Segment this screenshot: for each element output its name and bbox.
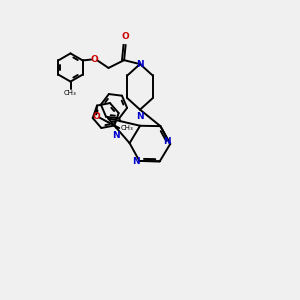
Text: O: O bbox=[93, 112, 100, 121]
Text: CH₃: CH₃ bbox=[64, 90, 77, 96]
Text: N: N bbox=[164, 137, 171, 146]
Text: N: N bbox=[136, 112, 144, 121]
Text: O: O bbox=[90, 55, 98, 64]
Text: N: N bbox=[136, 59, 144, 69]
Text: N: N bbox=[112, 131, 120, 140]
Text: CH₃: CH₃ bbox=[121, 125, 134, 131]
Text: N: N bbox=[132, 158, 139, 166]
Text: O: O bbox=[122, 32, 130, 40]
